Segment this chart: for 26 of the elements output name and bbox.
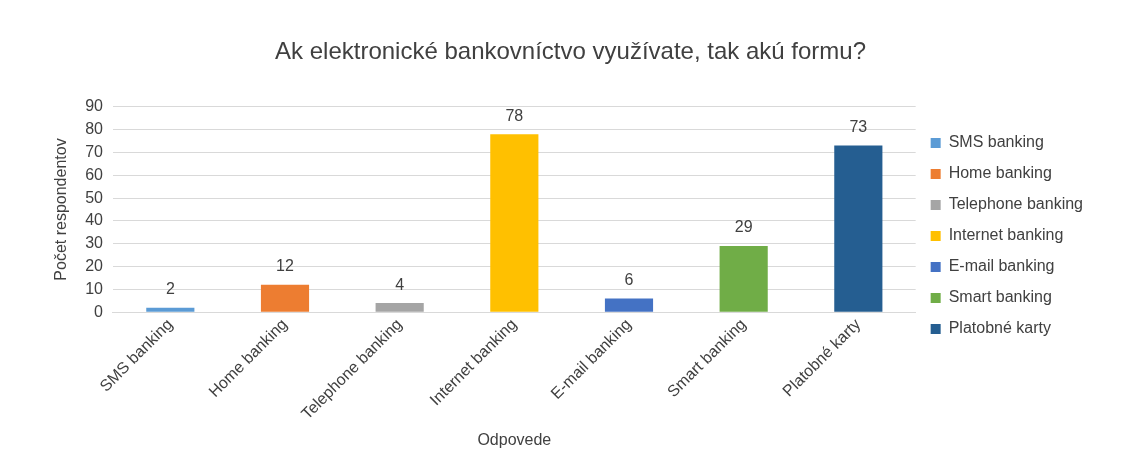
y-tick-label: 60: [85, 165, 104, 183]
data-label: 6: [624, 270, 634, 288]
data-label: 2: [165, 280, 175, 298]
legend-label: Telephone banking: [948, 195, 1084, 213]
y-axis-title: Počet respondentov: [52, 138, 70, 281]
y-tick-label: 90: [85, 97, 104, 115]
y-tick-label: 80: [85, 120, 104, 138]
legend-label: E-mail banking: [948, 257, 1055, 275]
y-tick-label: 10: [85, 279, 104, 297]
y-tick-label: 40: [85, 211, 104, 229]
data-label: 29: [734, 218, 753, 236]
legend-label: SMS banking: [948, 133, 1044, 151]
y-tick-label: 70: [85, 142, 104, 160]
chart-title: Ak elektronické bankovníctvo využívate, tak akú formu?: [275, 37, 866, 65]
y-tick-label: 30: [85, 234, 104, 252]
y-tick-label: 20: [85, 256, 104, 274]
data-label: 4: [395, 275, 405, 293]
legend-label: Smart banking: [948, 288, 1052, 306]
y-tick-label: 0: [94, 302, 104, 320]
legend-label: Internet banking: [948, 226, 1064, 244]
data-label: 78: [505, 106, 524, 124]
data-label: 12: [276, 257, 294, 275]
y-tick-label: 50: [85, 188, 104, 206]
x-axis-title: Odpovede: [477, 430, 552, 448]
legend-label: Home banking: [948, 164, 1052, 182]
data-label: 73: [849, 118, 868, 136]
